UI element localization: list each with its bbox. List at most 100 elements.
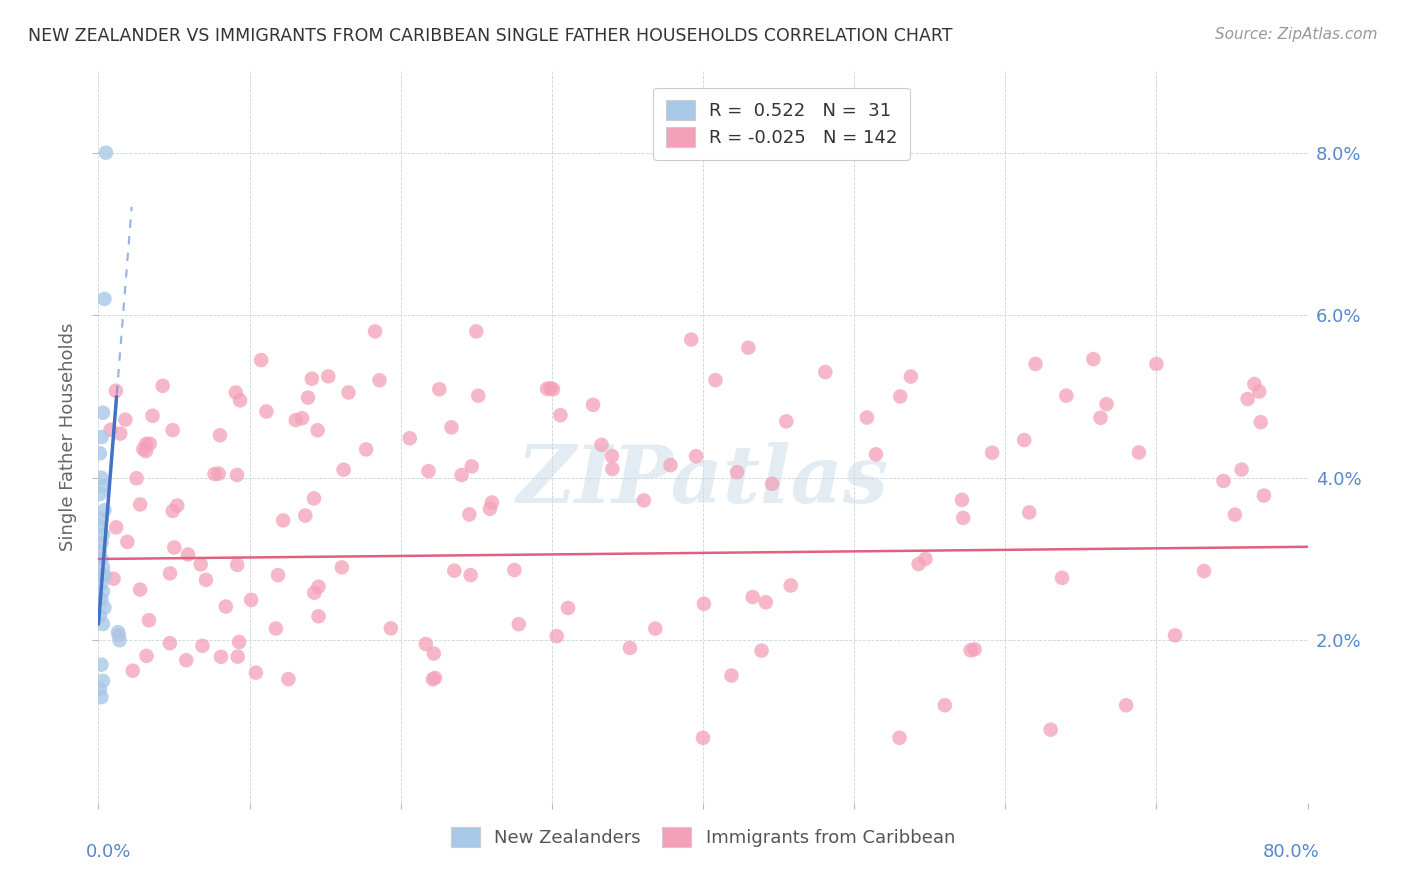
Point (129, 498, 152, 512)
Point (209, 649, 232, 664)
Y-axis label: Single Father Households: Single Father Households (59, 323, 77, 551)
Point (93, 503, 115, 517)
Point (959, 643, 981, 657)
Point (90, 552, 112, 566)
Point (90, 511, 112, 525)
Point (889, 731, 911, 745)
Point (121, 664, 143, 678)
Point (692, 731, 714, 745)
Point (208, 428, 231, 442)
Point (619, 640, 641, 655)
Point (103, 572, 125, 586)
Point (465, 325, 488, 339)
Point (297, 391, 319, 405)
Point (190, 558, 212, 572)
Point (89, 519, 111, 533)
Point (600, 449, 623, 463)
Point (117, 535, 139, 549)
Point (91, 673, 114, 688)
Point (1243, 377, 1265, 392)
Point (104, 384, 127, 398)
Point (89, 608, 111, 623)
Point (90, 471, 112, 485)
Point (467, 389, 489, 403)
Point (159, 636, 181, 650)
Point (422, 672, 444, 686)
Point (1192, 564, 1215, 578)
Point (271, 513, 294, 527)
Point (225, 385, 247, 400)
Point (659, 458, 682, 473)
Point (330, 560, 353, 574)
Point (125, 471, 148, 485)
Point (644, 622, 666, 636)
Point (162, 504, 184, 518)
Point (114, 412, 136, 426)
Point (304, 585, 326, 599)
Point (907, 557, 929, 571)
Point (135, 648, 157, 663)
Point (1164, 628, 1187, 642)
Point (93, 600, 115, 615)
Point (105, 520, 128, 534)
Point (1230, 462, 1253, 476)
Point (704, 373, 727, 387)
Point (308, 580, 330, 594)
Point (91, 406, 114, 420)
Point (254, 404, 277, 418)
Point (479, 501, 502, 516)
Point (107, 628, 129, 642)
Point (1144, 357, 1167, 371)
Point (952, 511, 974, 525)
Point (541, 382, 564, 396)
Point (460, 568, 482, 582)
Point (91, 617, 114, 632)
Point (208, 467, 231, 481)
Point (460, 459, 482, 474)
Point (229, 393, 252, 408)
Point (141, 409, 163, 423)
Point (89, 592, 111, 607)
Point (591, 438, 613, 452)
Point (380, 621, 402, 635)
Point (423, 671, 446, 685)
Point (138, 436, 160, 450)
Point (163, 541, 186, 555)
Point (226, 467, 249, 482)
Point (228, 635, 250, 649)
Point (354, 442, 377, 457)
Point (93, 568, 115, 582)
Point (89, 544, 111, 558)
Point (302, 491, 325, 506)
Point (90, 690, 112, 705)
Point (90, 576, 112, 591)
Point (135, 444, 157, 458)
Point (1223, 508, 1246, 522)
Point (91, 584, 114, 599)
Point (308, 609, 330, 624)
Point (284, 413, 307, 427)
Point (1012, 433, 1035, 447)
Point (89, 446, 111, 460)
Point (90, 657, 112, 672)
Point (152, 379, 174, 393)
Point (1050, 571, 1073, 585)
Point (503, 563, 526, 577)
Point (856, 410, 879, 425)
Point (458, 508, 481, 522)
Point (398, 431, 420, 445)
Point (191, 639, 214, 653)
Point (685, 450, 707, 464)
Point (100, 423, 122, 437)
Text: 80.0%: 80.0% (1263, 843, 1320, 861)
Point (508, 617, 530, 632)
Point (540, 381, 562, 395)
Point (720, 668, 742, 682)
Point (245, 665, 267, 680)
Point (90, 592, 112, 607)
Point (368, 373, 391, 387)
Point (1253, 489, 1275, 503)
Point (91, 527, 114, 541)
Point (174, 653, 197, 667)
Point (1249, 384, 1271, 399)
